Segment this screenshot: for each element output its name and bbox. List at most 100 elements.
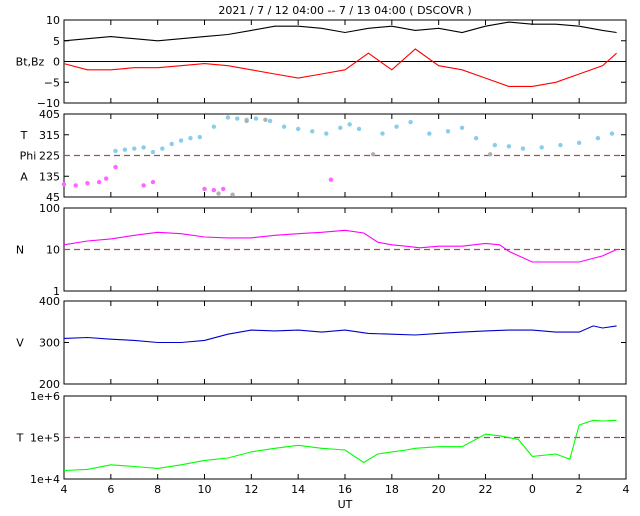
y-tick-label: 1e+6 — [30, 390, 60, 403]
data-point-phi — [150, 149, 156, 155]
data-point-theta — [221, 186, 226, 192]
data-point-phi — [347, 122, 352, 127]
y-axis-label: A — [20, 170, 28, 183]
x-tick-label: 2 — [576, 483, 583, 496]
y-tick-label: 1e+4 — [30, 473, 60, 486]
y-tick-label: −10 — [37, 97, 60, 110]
y-tick-label: 100 — [39, 202, 60, 215]
y-tick-label: 135 — [39, 170, 60, 183]
data-point-theta — [211, 187, 217, 193]
y-tick-label: 315 — [39, 129, 60, 142]
data-point-phi — [267, 118, 273, 124]
data-point-phi — [394, 124, 399, 129]
x-tick-label: 8 — [154, 483, 161, 496]
y-tick-label: 10 — [46, 14, 60, 27]
data-point-phi — [506, 144, 512, 149]
data-point-phi — [595, 136, 601, 141]
data-point-phi — [295, 126, 301, 132]
x-tick-label: 4 — [61, 483, 68, 496]
y-axis-label: T — [20, 129, 28, 142]
data-point-phi — [178, 138, 184, 143]
panel-frame — [63, 300, 627, 385]
data-point-theta — [73, 183, 78, 188]
data-point-gray — [263, 117, 268, 122]
data-point-phi — [188, 136, 193, 141]
data-point-theta — [96, 179, 102, 185]
data-point-phi — [225, 115, 231, 120]
data-point-phi — [197, 134, 203, 140]
data-point-phi — [235, 116, 240, 121]
data-point-gray — [487, 152, 493, 157]
data-point-phi — [132, 146, 137, 151]
data-point-phi — [473, 136, 479, 141]
data-point-phi — [459, 125, 465, 131]
data-point-theta — [85, 180, 90, 186]
series-line-n — [63, 229, 617, 263]
y-tick-label: 5 — [53, 35, 60, 48]
y-tick-label: 10 — [46, 244, 60, 257]
data-point-gray — [370, 152, 376, 157]
data-point-phi — [558, 142, 563, 148]
data-point-phi — [576, 140, 582, 146]
y-axis-label: T — [16, 432, 24, 445]
data-point-gray — [230, 192, 235, 197]
data-point-phi — [122, 147, 128, 152]
x-tick-label: 18 — [385, 483, 399, 496]
y-tick-label: 300 — [39, 337, 60, 350]
x-tick-label: 6 — [107, 483, 114, 496]
data-point-phi — [609, 131, 615, 136]
data-point-phi — [427, 131, 432, 136]
data-point-theta — [113, 164, 118, 170]
y-tick-label: 400 — [39, 295, 60, 308]
y-tick-label: −5 — [44, 76, 60, 89]
data-point-phi — [169, 141, 174, 147]
x-tick-label: 10 — [198, 483, 212, 496]
data-point-phi — [113, 148, 118, 154]
y-axis-label: V — [16, 337, 24, 350]
data-point-phi — [160, 146, 165, 151]
y-tick-label: 45 — [46, 191, 60, 204]
data-point-theta — [202, 186, 207, 192]
data-point-theta — [61, 182, 67, 187]
data-point-phi — [408, 119, 413, 125]
x-tick-label: 16 — [338, 483, 352, 496]
x-tick-label: 4 — [623, 483, 630, 496]
data-point-phi — [539, 145, 544, 150]
y-axis-label: N — [16, 244, 24, 257]
y-tick-label: 1e+5 — [30, 432, 60, 445]
x-axis-label: UT — [338, 498, 353, 511]
data-point-phi — [253, 116, 259, 121]
data-point-phi — [141, 145, 146, 150]
data-point-phi — [520, 146, 526, 151]
x-tick-label: 12 — [244, 483, 258, 496]
data-point-phi — [324, 131, 329, 136]
y-tick-label: 0 — [53, 56, 60, 69]
data-point-phi — [445, 129, 451, 134]
data-point-phi — [281, 124, 287, 129]
x-tick-label: 22 — [479, 483, 493, 496]
data-point-gray — [216, 191, 221, 196]
x-tick-label: 0 — [529, 483, 536, 496]
x-tick-label: 14 — [291, 483, 305, 496]
series-line-bt — [63, 21, 617, 42]
data-point-theta — [103, 176, 109, 181]
y-axis-label: Phi — [20, 150, 37, 163]
data-point-theta — [328, 177, 334, 182]
chart-title: 2021 / 7 / 12 04:00 -- 7 / 13 04:00 ( DS… — [218, 4, 471, 17]
data-point-phi — [380, 131, 385, 136]
series-line-t — [63, 419, 617, 472]
data-point-theta — [141, 183, 146, 188]
data-point-phi — [492, 142, 498, 148]
x-tick-label: 20 — [432, 483, 446, 496]
series-line-bz — [63, 48, 617, 87]
data-point-theta — [150, 179, 156, 185]
y-tick-label: 405 — [39, 108, 60, 121]
data-point-phi — [338, 125, 343, 131]
data-point-gray — [244, 118, 249, 124]
y-axis-label: Bt,Bz — [16, 56, 45, 69]
y-tick-label: 225 — [39, 150, 60, 163]
series-line-v — [63, 325, 617, 344]
data-point-phi — [211, 124, 217, 129]
data-point-phi — [356, 126, 362, 132]
